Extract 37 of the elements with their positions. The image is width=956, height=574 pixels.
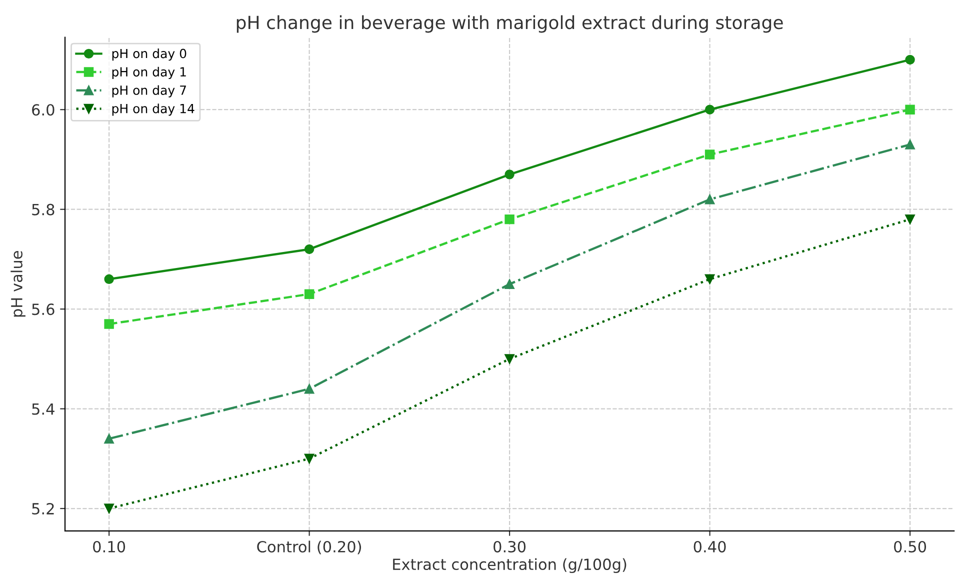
point <box>104 274 114 284</box>
y-tick-label: 5.6 <box>32 304 54 316</box>
point <box>104 434 114 444</box>
x-tick-label: 0.30 <box>494 540 526 552</box>
point <box>504 279 514 289</box>
y-tick-label: 5.2 <box>32 502 54 515</box>
point <box>905 140 915 150</box>
point <box>104 504 114 514</box>
point <box>304 289 314 299</box>
legend-label: pH on day 0 <box>112 48 186 61</box>
y-tick-label: 6.0 <box>32 104 54 116</box>
point <box>704 194 715 204</box>
chart-title: pH change in beverage with marigold extract during storage <box>236 15 783 33</box>
x-axis-title: Extract concentration (g/100g) <box>393 558 626 574</box>
point <box>104 319 114 329</box>
point <box>504 214 514 224</box>
point <box>704 150 715 160</box>
x-tick-label: 0.10 <box>93 540 126 552</box>
point <box>704 274 715 284</box>
point <box>905 54 915 65</box>
x-tick-label: 0.50 <box>894 540 926 552</box>
point <box>704 104 715 114</box>
y-tick-label: 5.8 <box>32 204 54 216</box>
point <box>304 244 314 254</box>
legend-label: pH on day 1 <box>112 66 186 80</box>
point <box>905 104 915 114</box>
point <box>304 454 314 464</box>
point <box>504 170 514 180</box>
y-tick-label: 5.4 <box>32 403 54 415</box>
point <box>905 214 915 224</box>
x-tick-label: Control (0.20) <box>257 540 361 554</box>
point <box>304 384 314 394</box>
y-axis-title: pH value <box>10 251 26 317</box>
legend-label: pH on day 7 <box>112 85 186 98</box>
point <box>504 354 514 364</box>
legend-label: pH on day 14 <box>112 104 194 116</box>
x-tick-label: 0.40 <box>694 540 726 552</box>
